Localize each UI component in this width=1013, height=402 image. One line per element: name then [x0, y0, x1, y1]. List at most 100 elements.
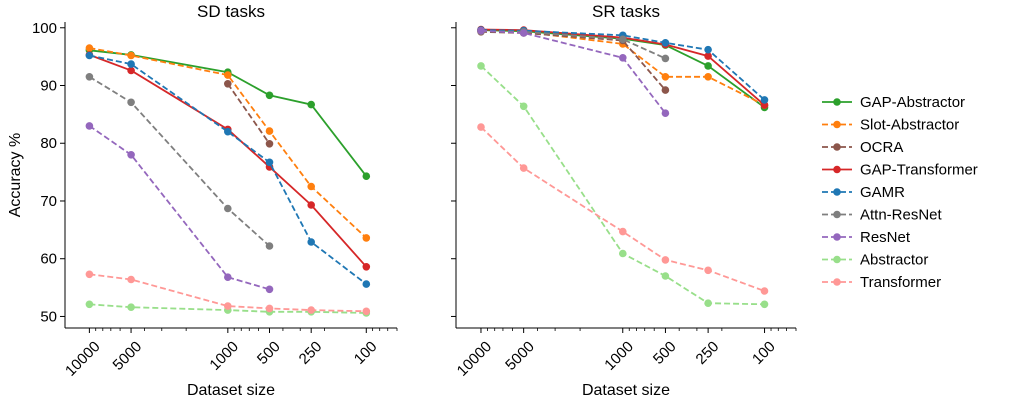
y-tick-label: 80 — [40, 135, 57, 152]
data-point — [704, 52, 712, 60]
legend-entry: GAP-Transformer — [822, 162, 978, 179]
series-attn-resnet — [85, 73, 274, 250]
x-tick-label: 500 — [254, 338, 284, 368]
data-point — [704, 73, 712, 81]
series-line — [480, 65, 765, 306]
x-tick-label: 5000 — [110, 338, 146, 374]
data-point — [704, 62, 712, 70]
series-line — [88, 125, 270, 291]
data-point — [704, 299, 712, 308]
legend-entry: OCRA — [822, 139, 903, 156]
data-point — [265, 140, 274, 148]
data-point — [265, 127, 274, 135]
x-tick-label: 100 — [351, 338, 381, 368]
data-point — [362, 263, 371, 271]
x-tick-label: 250 — [296, 338, 326, 368]
legend-label: OCRA — [860, 139, 903, 156]
legend-entry: Transformer — [822, 274, 941, 291]
data-point — [362, 280, 371, 288]
data-point — [127, 51, 135, 60]
legend-marker — [833, 143, 841, 151]
legend-entry: GAMR — [822, 184, 905, 201]
data-point — [619, 54, 627, 62]
series-abstractor — [477, 62, 769, 309]
legend-entry: GAP-Abstractor — [822, 94, 965, 111]
legend-marker — [833, 188, 841, 196]
legend-marker — [833, 255, 841, 264]
data-point — [265, 285, 274, 294]
data-point — [127, 303, 135, 312]
data-point — [307, 182, 316, 191]
chart-title: SD tasks — [197, 2, 265, 21]
series-slot-abstractor — [85, 44, 371, 242]
data-point — [224, 80, 232, 88]
data-point — [619, 227, 627, 236]
data-point — [760, 300, 769, 309]
y-axis-label: Accuracy % — [7, 133, 24, 217]
data-point — [477, 26, 485, 35]
chart-title: SR tasks — [592, 2, 660, 21]
y-tick-label: 60 — [40, 251, 57, 268]
series-gamr — [85, 51, 371, 288]
y-tick-label: 50 — [40, 308, 57, 325]
legend-label: GAP-Transformer — [860, 162, 978, 179]
data-point — [519, 164, 528, 172]
data-point — [307, 306, 316, 314]
legend: GAP-Abstractor Slot-Abstractor OCRA GAP-Tra… — [822, 94, 978, 291]
legend-marker — [833, 165, 841, 174]
legend-label: GAP-Abstractor — [860, 94, 965, 111]
legend-marker — [833, 120, 841, 129]
series-line — [480, 28, 766, 106]
data-point — [127, 151, 135, 159]
x-tick-label: 1000 — [601, 338, 637, 374]
legend-marker — [833, 98, 841, 106]
data-point — [661, 256, 670, 264]
data-point — [307, 201, 316, 209]
sr-tasks-panel: SR tasks 10000 5000 1000 500 250 100 Dataset si… — [451, 2, 797, 399]
y-tick-label: 70 — [40, 193, 57, 210]
data-point — [85, 122, 94, 130]
legend-entry: ResNet — [822, 229, 911, 246]
x-tick-label: 1000 — [206, 338, 242, 374]
data-point — [362, 307, 371, 316]
data-point — [619, 35, 627, 44]
data-point — [307, 238, 316, 246]
series-ocra — [224, 80, 274, 148]
data-point — [85, 300, 94, 309]
data-point — [661, 109, 670, 117]
data-point — [519, 29, 528, 37]
x-tick-label: 10000 — [62, 338, 104, 380]
data-point — [661, 272, 670, 280]
legend-entry: Slot-Abstractor — [822, 117, 959, 134]
series-line — [89, 273, 367, 313]
data-point — [661, 54, 670, 63]
data-point — [85, 270, 94, 279]
x-tick-label: 5000 — [502, 338, 538, 374]
data-point — [224, 127, 232, 136]
data-point — [477, 123, 485, 131]
data-point — [704, 266, 712, 275]
data-point — [265, 304, 274, 313]
data-point — [760, 96, 769, 104]
data-point — [224, 204, 232, 213]
data-point — [760, 287, 769, 295]
data-point — [704, 45, 712, 54]
data-point — [127, 275, 135, 284]
series-line — [88, 76, 271, 247]
x-tick-label: 500 — [650, 338, 680, 368]
data-point — [127, 98, 135, 107]
data-point — [661, 86, 670, 94]
x-tick-label: 250 — [693, 338, 723, 368]
sd-tasks-panel: SD tasks 50 60 70 80 90 100 10000 5000 1000 500 250… — [7, 2, 398, 399]
data-point — [224, 302, 232, 310]
data-point — [85, 51, 94, 60]
legend-entry: Abstractor — [822, 252, 928, 269]
data-point — [85, 73, 94, 81]
data-point — [619, 249, 627, 258]
series-transformer — [477, 123, 769, 295]
data-point — [265, 91, 274, 100]
data-point — [224, 71, 232, 79]
series-line — [227, 83, 271, 145]
series-line — [480, 29, 766, 101]
